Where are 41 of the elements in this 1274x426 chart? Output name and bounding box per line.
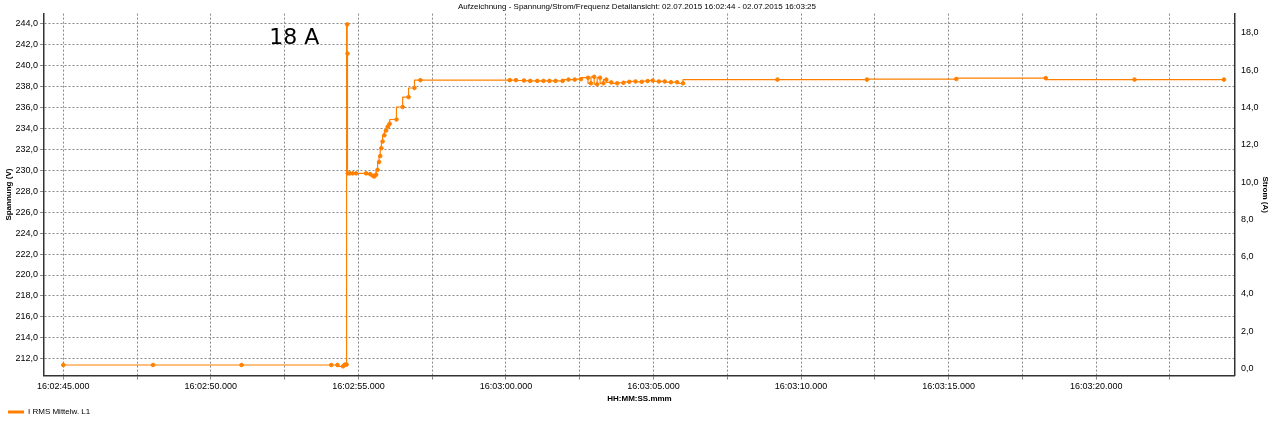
y-tick-label: 212,0 — [15, 353, 39, 364]
y-tick-label: 220,0 — [15, 269, 39, 280]
annotation: 18 A — [269, 24, 320, 50]
y-tick-label: 244,0 — [15, 18, 39, 29]
y-tick-label: 218,0 — [15, 290, 39, 301]
x-tick-label: 16:02:45.000 — [37, 381, 90, 392]
y2-tick-label: 18,0 — [1240, 27, 1259, 38]
y-tick-label: 236,0 — [15, 101, 39, 112]
y-tick-label: 228,0 — [15, 185, 39, 196]
x-tick-label: 16:02:50.000 — [184, 381, 238, 392]
y-tick-label: 216,0 — [15, 311, 39, 322]
x-tick-label: 16:03:20.000 — [1069, 381, 1123, 392]
y-tick-label: 242,0 — [15, 38, 39, 49]
y-tick-label: 240,0 — [15, 59, 39, 70]
legend-label: I RMS Mittelw. L1 — [28, 407, 91, 417]
y-tick-label: 226,0 — [15, 206, 39, 217]
y2-tick-label: 16,0 — [1240, 64, 1259, 75]
y-tick-label: 222,0 — [15, 248, 39, 259]
y2-axis-title: Strom (A) — [1261, 176, 1270, 214]
y2-tick-label: 8,0 — [1240, 213, 1254, 224]
y2-tick-label: 4,0 — [1240, 288, 1254, 299]
x-tick-label: 16:03:05.000 — [627, 381, 680, 392]
x-tick-label: 16:02:55.000 — [332, 381, 385, 392]
y-tick-label: 238,0 — [15, 80, 39, 91]
y-tick-label: 230,0 — [15, 164, 39, 175]
y-tick-label: 214,0 — [15, 332, 39, 343]
x-tick-label: 16:03:10.000 — [774, 381, 828, 392]
chart-title: Aufzeichnung - Spannung/Strom/Frequenz Detailansicht: 02.07.2015 16:02:44 - 02.07.2015 16:03:25 — [457, 2, 817, 11]
y2-tick-label: 6,0 — [1240, 251, 1254, 262]
y2-tick-label: 2,0 — [1240, 325, 1254, 336]
x-tick-label: 16:03:15.000 — [922, 381, 975, 392]
y-tick-label: 224,0 — [15, 227, 39, 238]
y-tick-label: 234,0 — [15, 122, 39, 133]
y2-tick-label: 0,0 — [1240, 363, 1254, 373]
y-axis-title: Spannung (V) — [4, 168, 13, 221]
y2-tick-label: 10,0 — [1240, 176, 1259, 187]
y2-tick-label: 12,0 — [1240, 139, 1259, 150]
y-tick-label: 232,0 — [15, 143, 39, 154]
x-tick-label: 16:03:00.000 — [479, 381, 533, 392]
y2-tick-label: 14,0 — [1240, 102, 1259, 113]
x-axis-title: HH:MM:SS.mmm — [607, 394, 672, 404]
